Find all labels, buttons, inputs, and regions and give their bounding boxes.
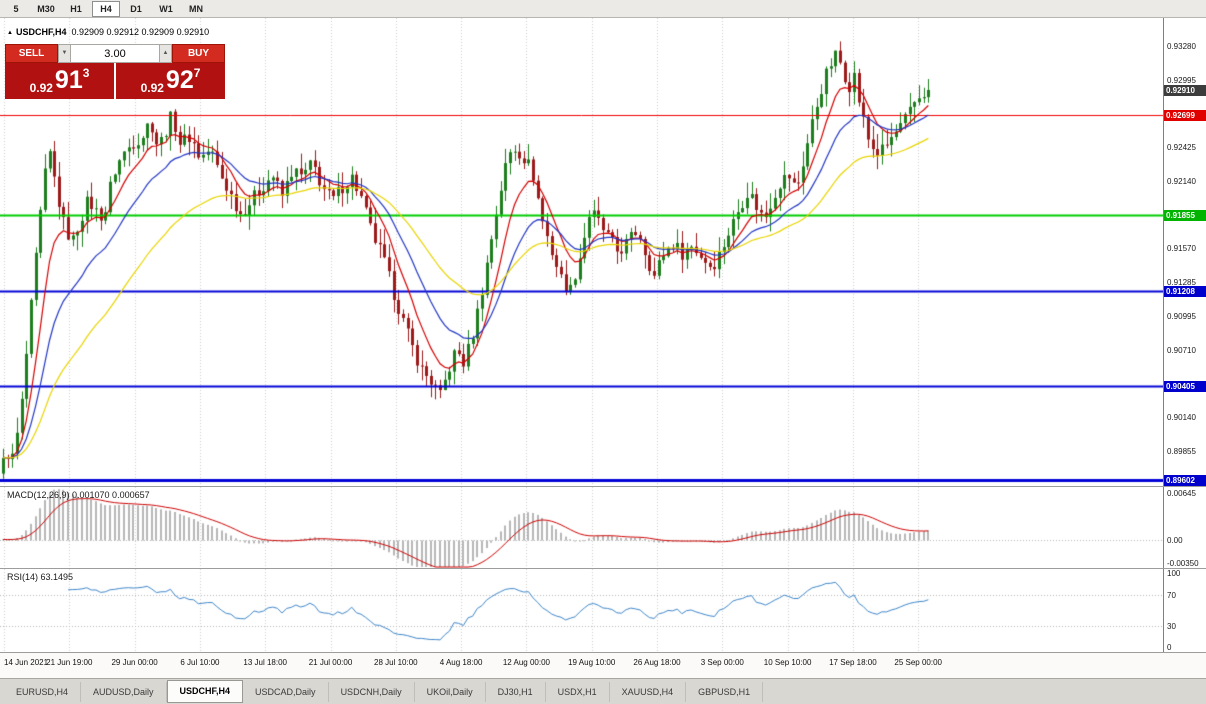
volume-increase-button[interactable]: ▲ [159, 44, 172, 63]
macd-indicator-label: MACD(12,26,9) 0.001070 0.000657 [7, 490, 150, 500]
price-badge-current-price: 0.92910 [1164, 85, 1206, 96]
price-tick: 0.93280 [1167, 42, 1196, 52]
timeframe-button-5[interactable]: 5 [13, 3, 19, 14]
timeframe-button-h1[interactable]: H1 [70, 3, 82, 14]
timeframe-toolbar: 5 M30 H1 H4 D1 W1 MN [0, 0, 1206, 18]
chart-tab-usdcad-daily[interactable]: USDCAD,Daily [243, 681, 329, 702]
price-tick: 0.92425 [1167, 143, 1196, 153]
price-tick: 0.92995 [1167, 75, 1196, 85]
price-tick: 0.90140 [1167, 412, 1196, 422]
time-label: 10 Sep 10:00 [763, 658, 812, 667]
time-label: 25 Sep 00:00 [894, 658, 942, 667]
price-badge-hline: 0.89602 [1164, 475, 1206, 487]
price-tick: 0.90710 [1167, 345, 1196, 355]
time-label: 6 Jul 10:00 [180, 658, 220, 667]
macd-scale-label: 0.00 [1167, 535, 1183, 545]
chart-tab-dj30-h1[interactable]: DJ30,H1 [486, 681, 546, 702]
symbol-label: USDCHF,H4 [15, 27, 67, 37]
price-badge-hline: 0.90405 [1164, 380, 1206, 392]
time-label: 29 Jun 00:00 [111, 658, 158, 667]
price-tick: 0.92140 [1167, 176, 1196, 186]
timeframe-button-w1[interactable]: W1 [159, 3, 173, 14]
price-tick: 0.89855 [1167, 446, 1196, 456]
ask-pip-digit: 7 [193, 66, 201, 80]
macd-scale-label: 0.00645 [1167, 489, 1196, 498]
timeframe-button-h4[interactable]: H4 [92, 0, 120, 17]
bid-big-digits: 91 [54, 66, 83, 94]
symbol-ohlc-line: ▲ USDCHF,H4 0.92909 0.92912 0.92909 0.9291… [7, 26, 209, 39]
chart-tab-bar: EURUSD,H4 AUDUSD,Daily USDCHF,H4 USDCAD,Dai… [0, 678, 1206, 704]
ask-price[interactable]: 0.92 92 7 [116, 63, 225, 99]
sell-button[interactable]: SELL [5, 44, 58, 63]
ohlc-values: 0.92909 0.92912 0.92909 0.92910 [71, 27, 210, 37]
rsi-scale-label: 100 [1167, 569, 1181, 578]
bid-ask-row: 0.92 91 3 0.92 92 7 [5, 63, 225, 99]
bid-prefix: 0.92 [29, 81, 53, 95]
time-label: 28 Jul 10:00 [374, 658, 418, 667]
chart-tab-usdcnh-daily[interactable]: USDCNH,Daily [329, 681, 415, 702]
bid-pip-digit: 3 [82, 66, 90, 80]
time-label: 21 Jul 00:00 [308, 658, 353, 667]
chart-tab-xauusd-h4[interactable]: XAUUSD,H4 [610, 681, 687, 702]
timeframe-button-d1[interactable]: D1 [130, 3, 142, 14]
time-label: 17 Sep 18:00 [829, 658, 877, 667]
rsi-scale-label: 0 [1167, 643, 1172, 652]
rsi-scale-label: 30 [1167, 621, 1176, 631]
one-click-trading-widget: SELL ▼ ▲ BUY 0.92 91 3 0.92 92 7 [5, 44, 225, 99]
macd-scale-label: -0.00350 [1167, 559, 1199, 568]
volume-input[interactable] [71, 44, 159, 63]
macd-panel-canvas[interactable] [0, 487, 1163, 568]
chart-tab-usdchf-h4[interactable]: USDCHF,H4 [166, 680, 244, 703]
time-label: 12 Aug 00:00 [502, 658, 550, 667]
chart-tab-gbpusd-h1[interactable]: GBPUSD,H1 [686, 681, 764, 702]
timeframe-button-m30[interactable]: M30 [37, 3, 55, 14]
ask-big-digits: 92 [165, 66, 194, 94]
time-scale[interactable]: 14 Jun 2021 21 Jun 19:00 29 Jun 00:00 6 Jul… [0, 653, 1206, 678]
timeframe-button-mn[interactable]: MN [189, 3, 203, 14]
chart-tab-usdx-h1[interactable]: USDX,H1 [546, 681, 610, 702]
time-label: 3 Sep 00:00 [700, 658, 744, 667]
ask-prefix: 0.92 [140, 81, 164, 95]
collapse-triangle-icon[interactable]: ▲ [7, 30, 13, 36]
chart-tab-eurusd-h4[interactable]: EURUSD,H4 [4, 681, 82, 702]
buy-button[interactable]: BUY [172, 44, 225, 63]
volume-decrease-button[interactable]: ▼ [58, 44, 71, 63]
time-label: 14 Jun 2021 [4, 658, 49, 667]
price-tick: 0.91570 [1167, 244, 1196, 254]
order-controls-row: SELL ▼ ▲ BUY [5, 44, 225, 63]
price-badge-hline: 0.91855 [1164, 209, 1206, 221]
rsi-panel-canvas[interactable] [0, 569, 1163, 652]
bid-price[interactable]: 0.92 91 3 [5, 63, 114, 99]
time-label: 19 Aug 10:00 [568, 658, 616, 667]
rsi-indicator-label: RSI(14) 63.1495 [7, 572, 74, 582]
time-label: 26 Aug 18:00 [633, 658, 681, 667]
panel-separator[interactable] [0, 486, 1206, 487]
price-badge-hline: 0.92699 [1164, 109, 1206, 121]
price-badge-hline: 0.91208 [1164, 285, 1206, 297]
rsi-scale-label: 70 [1167, 591, 1176, 601]
panel-separator[interactable] [0, 568, 1206, 569]
panel-separator [0, 652, 1206, 653]
time-label: 21 Jun 19:00 [46, 658, 93, 667]
chart-tab-ukoil-daily[interactable]: UKOil,Daily [415, 681, 486, 702]
price-tick: 0.91285 [1167, 277, 1196, 287]
time-label: 4 Aug 18:00 [439, 658, 483, 667]
price-scale[interactable]: 0.93280 0.92995 0.92425 0.92140 0.91570 0.912… [1163, 18, 1206, 652]
time-label: 13 Jul 18:00 [243, 658, 287, 667]
chart-tab-audusd-daily[interactable]: AUDUSD,Daily [81, 681, 167, 702]
price-tick: 0.90995 [1167, 312, 1196, 322]
